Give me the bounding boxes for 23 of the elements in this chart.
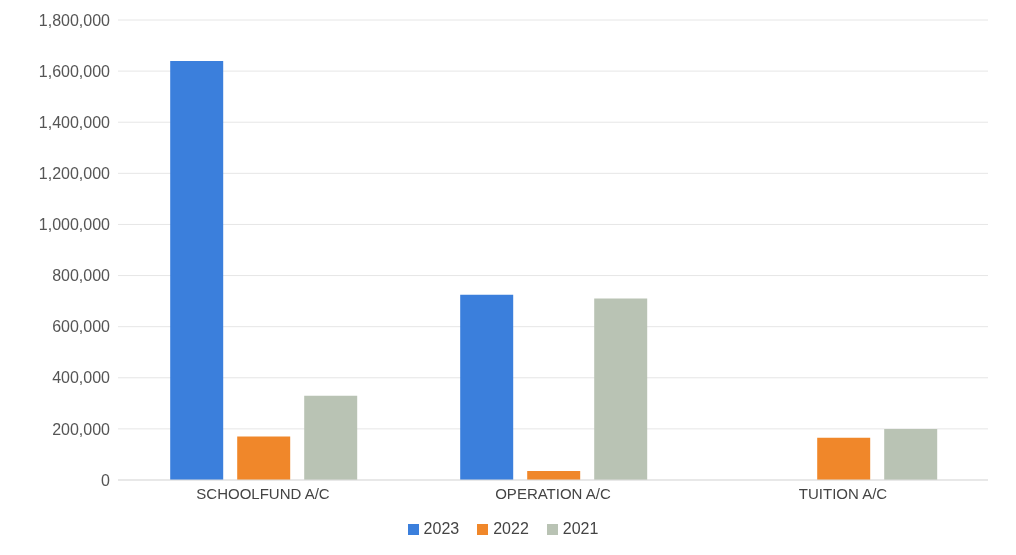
x-tick-label: TUITION A/C — [798, 484, 888, 502]
bar — [170, 60, 224, 480]
legend-label: 2022 — [493, 520, 529, 538]
legend-label: 2021 — [562, 520, 599, 538]
bar — [304, 395, 358, 480]
y-tick-label: 400,000 — [52, 369, 111, 387]
y-tick-label: 1,200,000 — [38, 165, 111, 183]
y-tick-label: 800,000 — [52, 267, 111, 285]
y-tick-label: 1,800,000 — [38, 11, 111, 29]
legend-label: 2023 — [423, 520, 460, 538]
y-tick-label: 0 — [101, 471, 111, 489]
y-tick-label: 200,000 — [52, 420, 111, 438]
bar — [884, 428, 938, 480]
bar — [817, 437, 871, 480]
y-tick-label: 1,600,000 — [38, 62, 111, 80]
bar — [237, 436, 291, 480]
y-tick-label: 1,000,000 — [38, 216, 111, 234]
bar — [460, 294, 514, 480]
x-tick-label: OPERATION A/C — [495, 484, 611, 502]
bar — [594, 298, 648, 480]
x-tick-label: SCHOOLFUND A/C — [196, 484, 330, 502]
y-tick-label: 1,400,000 — [38, 113, 111, 131]
y-tick-label: 600,000 — [52, 318, 111, 336]
